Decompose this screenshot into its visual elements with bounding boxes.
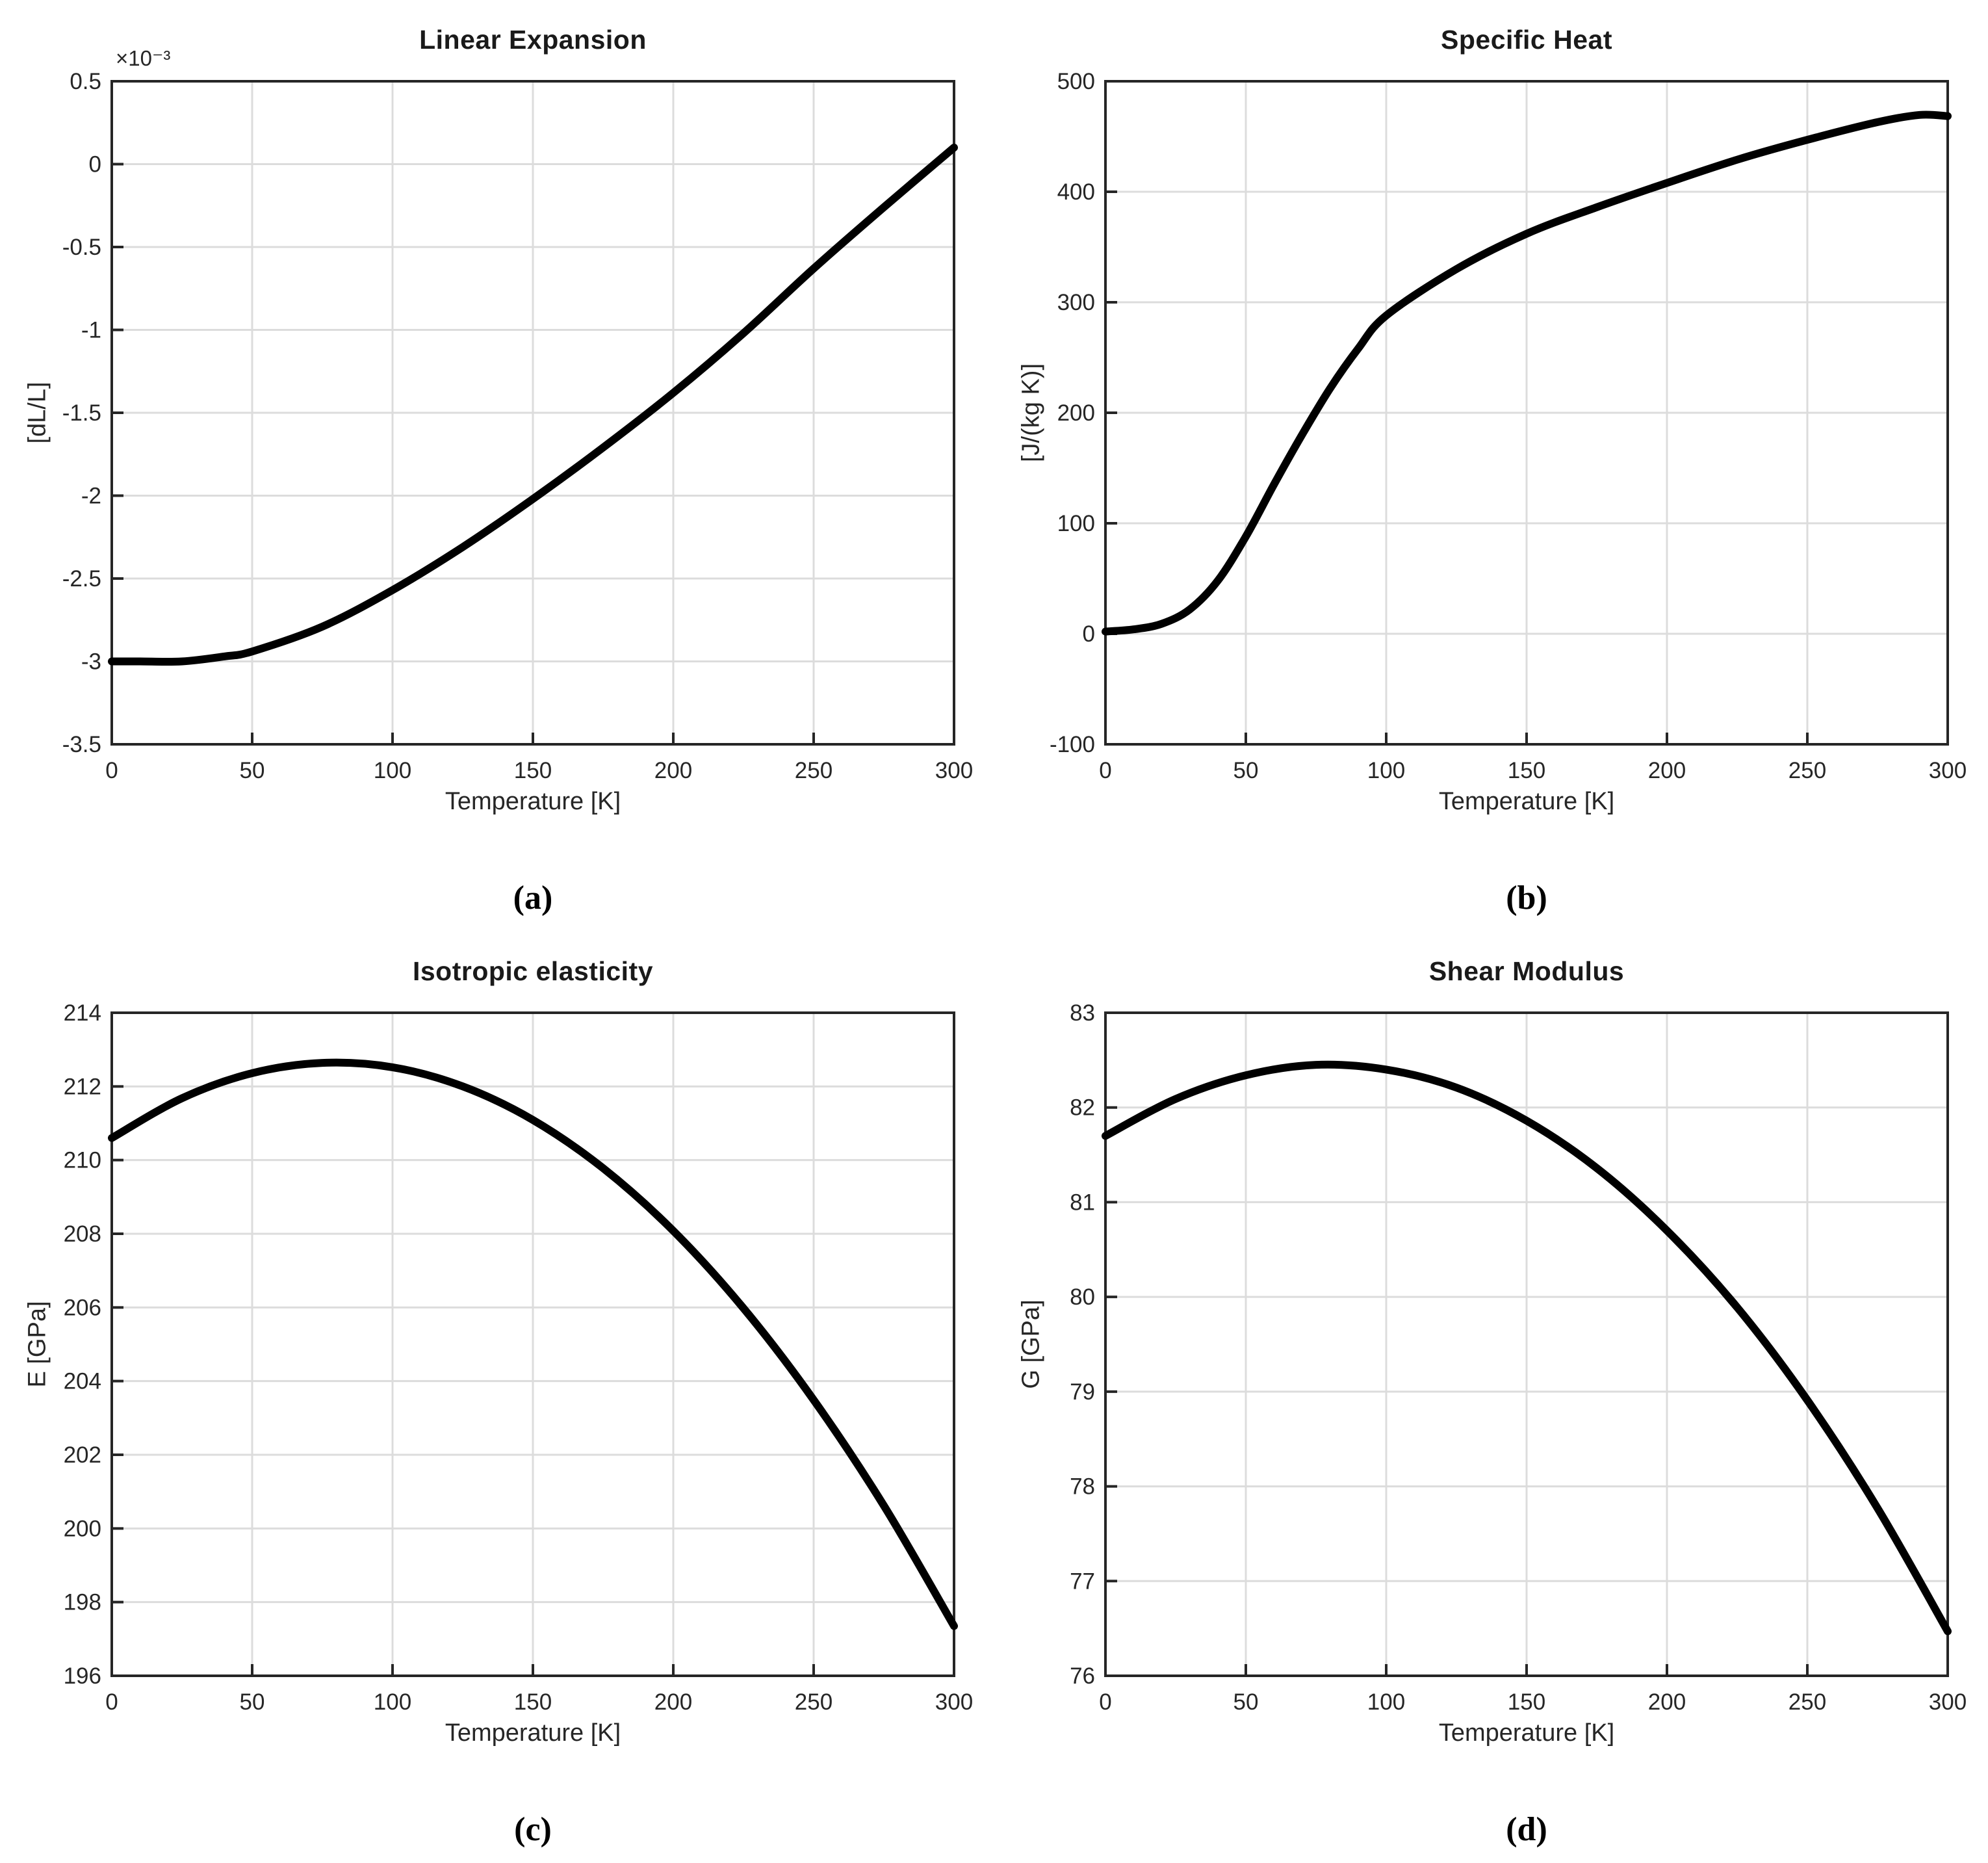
y-tick-label: 200 — [64, 1516, 101, 1541]
x-tick-label: 300 — [1929, 1689, 1967, 1715]
x-tick-label: 250 — [1788, 1689, 1826, 1715]
subplot-isotropic-elasticity: 0 50 100 150 200 250 300 214 212 210 208 206 204 202 2… — [0, 931, 994, 1863]
y-tick-label: 200 — [1057, 400, 1095, 426]
y-tick-label: 202 — [64, 1442, 101, 1468]
y-tick-label: 196 — [64, 1663, 101, 1689]
y-tick-label: -3.5 — [62, 732, 101, 757]
x-tick-label: 200 — [1648, 1689, 1686, 1715]
y-axis-exponent-label: ×10⁻³ — [116, 46, 171, 70]
x-tick-label: 200 — [654, 758, 692, 783]
x-tick-label: 150 — [514, 758, 552, 783]
y-tick-label: 0 — [89, 152, 101, 177]
x-axis-label: Temperature [K] — [445, 788, 621, 815]
x-tick-label: 250 — [1788, 758, 1826, 783]
x-tick-label: 300 — [935, 758, 973, 783]
x-tick-label: 150 — [514, 1689, 552, 1715]
plot-title: Isotropic elasticity — [412, 956, 653, 986]
x-tick-label: 50 — [1233, 1689, 1259, 1715]
x-axis-label: Temperature [K] — [445, 1719, 621, 1747]
x-tick-label: 100 — [374, 758, 411, 783]
y-tick-label: 79 — [1070, 1379, 1095, 1405]
x-tick-label: 50 — [240, 1689, 265, 1715]
x-tick-label: 0 — [1099, 1689, 1111, 1715]
subplot-caption: (a) — [513, 879, 553, 917]
y-tick-label: 206 — [64, 1295, 101, 1320]
subplot-caption: (d) — [1506, 1811, 1547, 1848]
y-axis-label: G [GPa] — [1017, 1299, 1045, 1389]
y-tick-label: -1.5 — [62, 400, 101, 426]
x-tick-label: 250 — [795, 758, 833, 783]
y-tick-label: 212 — [64, 1074, 101, 1099]
y-tick-label: 500 — [1057, 69, 1095, 94]
y-tick-label: 204 — [64, 1369, 101, 1394]
data-curve-shear-modulus — [1102, 1060, 1952, 1635]
y-tick-label: 80 — [1070, 1284, 1095, 1310]
subplot-caption: (b) — [1506, 879, 1547, 917]
subplot-specific-heat: 0 50 100 150 200 250 300 500 400 300 200 100 0 -100 S… — [994, 0, 1988, 931]
y-tick-label: 198 — [64, 1590, 101, 1615]
isotropic-elasticity-plot-area: 0 50 100 150 200 250 300 214 212 210 208 206 204 202 2… — [64, 1000, 974, 1715]
y-tick-label: 214 — [64, 1000, 101, 1026]
x-axis-label: Temperature [K] — [1438, 1719, 1615, 1747]
y-axis-label: [dL/L] — [23, 382, 51, 444]
x-tick-label: 100 — [1367, 1689, 1405, 1715]
x-axis-label: Temperature [K] — [1438, 788, 1615, 815]
plot-title: Specific Heat — [1441, 25, 1612, 55]
y-tick-label: 83 — [1070, 1000, 1095, 1026]
y-tick-label: 82 — [1070, 1095, 1095, 1121]
data-curve-isotropic-elasticity — [108, 1058, 958, 1630]
x-tick-label: 50 — [240, 758, 265, 783]
x-tick-label: 200 — [654, 1689, 692, 1715]
x-tick-label: 0 — [1099, 758, 1111, 783]
x-tick-label: 0 — [105, 758, 118, 783]
y-tick-label: 0 — [1083, 621, 1095, 647]
x-tick-label: 300 — [1929, 758, 1967, 783]
y-tick-label: -0.5 — [62, 235, 101, 260]
y-tick-label: 81 — [1070, 1190, 1095, 1215]
x-tick-label: 150 — [1508, 758, 1545, 783]
y-tick-label: 0.5 — [70, 69, 101, 94]
x-tick-label: 150 — [1508, 1689, 1545, 1715]
y-tick-label: -2.5 — [62, 566, 101, 592]
x-tick-label: 250 — [795, 1689, 833, 1715]
y-tick-label: 210 — [64, 1148, 101, 1173]
y-tick-label: -2 — [81, 484, 101, 509]
y-tick-label: 208 — [64, 1221, 101, 1247]
subplot-caption: (c) — [514, 1811, 552, 1848]
shear-modulus-plot-area: 0 50 100 150 200 250 300 83 82 81 80 79 78 77 76 — [1070, 1000, 1967, 1715]
y-tick-label: -1 — [81, 318, 101, 343]
y-tick-label: 100 — [1057, 511, 1095, 536]
y-tick-label: -100 — [1050, 732, 1095, 757]
y-tick-label: 78 — [1070, 1474, 1095, 1500]
y-tick-label: 77 — [1070, 1569, 1095, 1594]
subplot-shear-modulus: 0 50 100 150 200 250 300 83 82 81 80 79 78 77 76 Shear… — [994, 931, 1988, 1863]
x-tick-label: 100 — [1367, 758, 1405, 783]
x-tick-label: 100 — [374, 1689, 411, 1715]
y-axis-label: E [GPa] — [23, 1301, 51, 1388]
x-tick-label: 0 — [105, 1689, 118, 1715]
plot-title: Shear Modulus — [1428, 956, 1625, 986]
y-tick-label: 76 — [1070, 1663, 1095, 1689]
y-tick-label: -3 — [81, 649, 101, 675]
x-tick-label: 200 — [1648, 758, 1686, 783]
x-tick-label: 50 — [1233, 758, 1259, 783]
x-tick-label: 300 — [935, 1689, 973, 1715]
data-curve-specific-heat — [1102, 111, 1952, 636]
y-tick-label: 300 — [1057, 290, 1095, 315]
y-axis-label: [J/(kg K)] — [1017, 363, 1045, 463]
subplot-linear-expansion: 0 50 100 150 200 250 300 0.5 0 -0.5 -1 -1.5 -2 -2.5 -3… — [0, 0, 994, 931]
y-tick-label: 400 — [1057, 179, 1095, 205]
plot-title: Linear Expansion — [419, 25, 647, 55]
data-curve-linear-expansion — [108, 144, 958, 666]
linear-expansion-plot-area: 0 50 100 150 200 250 300 0.5 0 -0.5 -1 -1.5 -2 -2.5 -3… — [62, 69, 974, 783]
